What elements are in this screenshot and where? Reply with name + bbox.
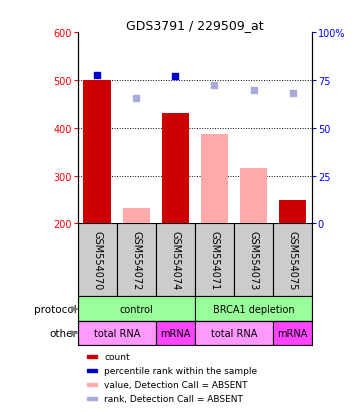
Bar xyxy=(123,209,150,224)
Point xyxy=(133,95,139,102)
Point xyxy=(251,87,256,94)
Bar xyxy=(162,114,189,224)
Bar xyxy=(195,322,273,345)
Text: percentile rank within the sample: percentile rank within the sample xyxy=(104,366,257,375)
Bar xyxy=(117,224,156,297)
Text: value, Detection Call = ABSENT: value, Detection Call = ABSENT xyxy=(104,380,248,389)
Text: GSM554073: GSM554073 xyxy=(249,231,258,290)
Text: GSM554074: GSM554074 xyxy=(170,231,180,290)
Bar xyxy=(240,169,267,224)
Bar xyxy=(201,134,228,224)
Text: control: control xyxy=(119,304,153,314)
Text: other: other xyxy=(49,328,77,338)
Bar xyxy=(279,201,306,224)
Text: mRNA: mRNA xyxy=(278,328,308,338)
Text: GSM554075: GSM554075 xyxy=(288,230,298,290)
Bar xyxy=(87,369,97,373)
Bar xyxy=(273,322,312,345)
Bar xyxy=(156,224,195,297)
Bar xyxy=(156,322,195,345)
Text: GSM554072: GSM554072 xyxy=(131,230,141,290)
Point xyxy=(173,74,178,80)
Text: mRNA: mRNA xyxy=(160,328,191,338)
Bar xyxy=(87,397,97,401)
Bar xyxy=(273,224,312,297)
Text: protocol: protocol xyxy=(34,304,77,314)
Point xyxy=(290,90,296,97)
Bar xyxy=(195,297,312,322)
Text: rank, Detection Call = ABSENT: rank, Detection Call = ABSENT xyxy=(104,394,243,403)
Bar xyxy=(78,224,117,297)
Text: GSM554070: GSM554070 xyxy=(92,231,102,290)
Bar xyxy=(83,81,111,224)
Text: total RNA: total RNA xyxy=(93,328,140,338)
Point xyxy=(212,82,217,89)
Bar xyxy=(78,297,195,322)
Title: GDS3791 / 229509_at: GDS3791 / 229509_at xyxy=(126,19,264,32)
Bar xyxy=(195,224,234,297)
Bar xyxy=(87,355,97,358)
Text: count: count xyxy=(104,352,130,361)
Text: total RNA: total RNA xyxy=(211,328,257,338)
Point xyxy=(94,73,100,79)
Text: BRCA1 depletion: BRCA1 depletion xyxy=(213,304,295,314)
Bar xyxy=(78,322,156,345)
Bar xyxy=(87,383,97,387)
Text: GSM554071: GSM554071 xyxy=(209,231,219,290)
Bar xyxy=(234,224,273,297)
